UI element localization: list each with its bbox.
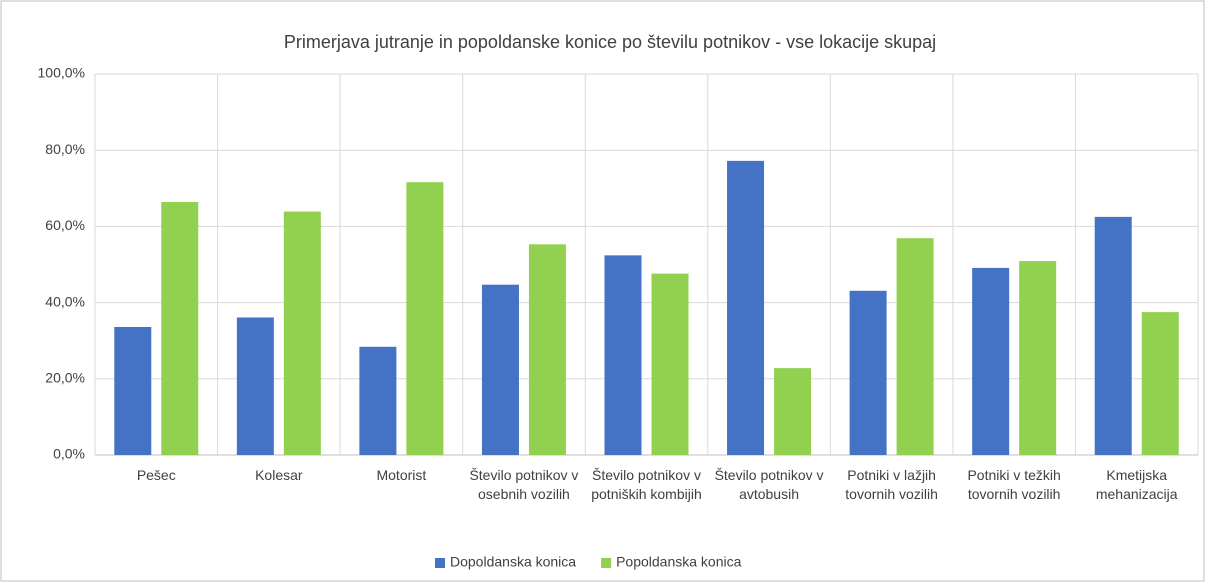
bar	[849, 290, 887, 455]
x-tick-label: Motorist	[376, 467, 427, 483]
y-tick-label: 100,0%	[38, 65, 85, 81]
y-tick-label: 60,0%	[45, 217, 85, 233]
y-tick-label: 40,0%	[45, 293, 85, 309]
bar	[896, 238, 934, 455]
legend-label: Popoldanska konica	[616, 554, 742, 570]
bar	[651, 273, 689, 455]
legend-label: Dopoldanska konica	[450, 554, 576, 570]
y-tick-label: 80,0%	[45, 141, 85, 157]
bar	[114, 326, 152, 455]
bar	[236, 317, 274, 455]
y-tick-label: 0,0%	[53, 446, 85, 462]
bar	[604, 255, 642, 455]
legend-swatch	[601, 558, 612, 568]
y-tick-label: 20,0%	[45, 370, 85, 386]
chart-title: Primerjava jutranje in popoldanske konic…	[284, 32, 936, 52]
bar	[727, 160, 765, 456]
bar	[406, 182, 444, 456]
x-tick-label: Potniki v težkih tovornih vozilih	[967, 467, 1061, 502]
x-tick-label: Število potnikov v avtobusih	[714, 467, 824, 502]
bar	[283, 211, 321, 455]
bar	[161, 202, 199, 455]
x-tick-label: Potniki v lažjih tovornih vozilih	[845, 467, 938, 502]
bar	[528, 244, 566, 455]
x-tick-label: Število potnikov v osebnih vozilih	[469, 467, 579, 502]
x-tick-label: Kolesar	[255, 467, 303, 483]
legend-swatch	[435, 558, 445, 568]
x-tick-label: Pešec	[136, 467, 176, 483]
bar	[359, 346, 397, 455]
bar	[1141, 312, 1179, 455]
bar	[1019, 261, 1057, 455]
bar	[972, 267, 1010, 455]
x-tick-label: Kmetijska mehanizacija	[1095, 467, 1178, 502]
bar	[1094, 216, 1132, 455]
bar	[481, 284, 519, 455]
x-tick-label: Število potnikov v potniških kombijih	[591, 467, 702, 502]
bar	[774, 368, 812, 455]
